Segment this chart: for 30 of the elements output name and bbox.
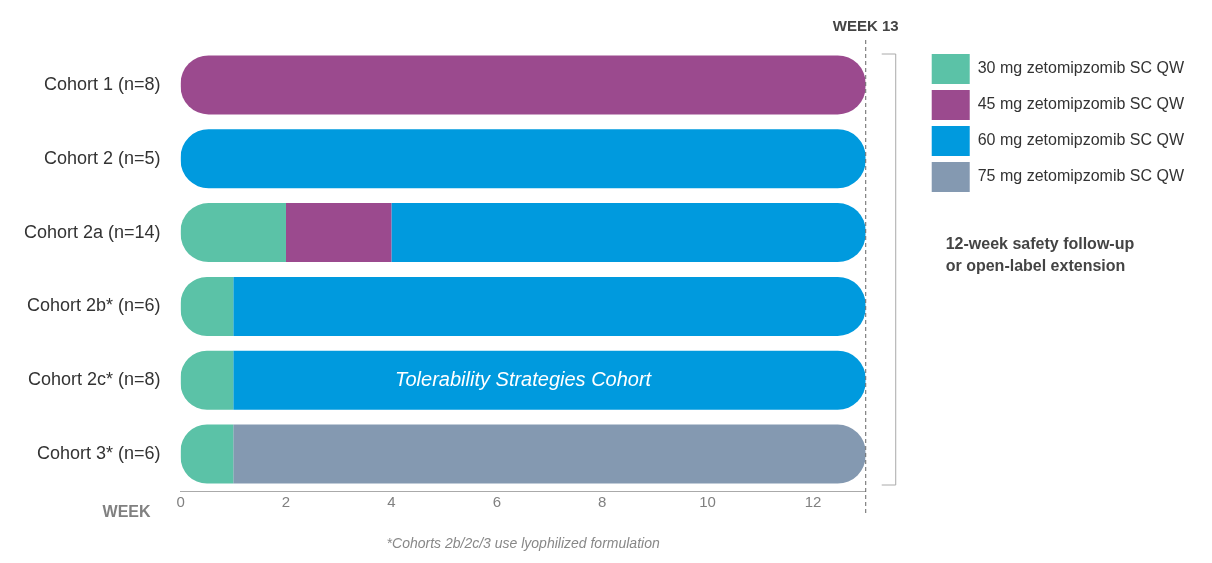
legend-label: 60 mg zetomipzomib SC QW	[977, 131, 1185, 149]
x-tick-label: 8	[598, 493, 607, 511]
x-tick-label: 12	[804, 493, 822, 511]
x-tick-label: 2	[281, 493, 291, 511]
bar	[180, 129, 866, 189]
y-tick-label: Cohort 3* (n=6)	[37, 443, 161, 464]
text: 12-week safety follow-up or open-label extension	[945, 234, 1135, 274]
bar	[233, 276, 866, 336]
y-tick-label: Cohort 2a (n=14)	[23, 221, 161, 242]
ref-line-label: WEEK 13	[832, 16, 899, 34]
y-tick-label: Cohort 2c* (n=8)	[28, 369, 161, 390]
text: *Cohorts 2b/2c/3 use lyophilized formulation	[386, 534, 660, 551]
annotation: Tolerability Strategies Cohort	[395, 367, 653, 390]
legend-label: 45 mg zetomipzomib SC QW	[977, 95, 1185, 113]
bar	[391, 203, 866, 263]
y-tick-label: Cohort 2b* (n=6)	[27, 295, 161, 316]
bar	[233, 350, 866, 410]
bar	[285, 203, 392, 263]
x-tick-label: 0	[176, 493, 185, 511]
bar	[180, 55, 866, 115]
x-tick-label: 10	[699, 493, 716, 511]
y-tick-label: Cohort 2 (n=5)	[44, 147, 161, 168]
bar	[180, 203, 286, 263]
bar	[233, 424, 866, 484]
x-tick-label: 6	[492, 493, 501, 511]
x-tick-label: 4	[387, 493, 396, 511]
legend-label: 30 mg zetomipzomib SC QW	[977, 59, 1185, 77]
y-tick-label: Cohort 1 (n=8)	[44, 73, 161, 94]
legend-label: 75 mg zetomipzomib SC QW	[977, 167, 1185, 185]
x-axis-title: WEEK	[102, 503, 152, 521]
